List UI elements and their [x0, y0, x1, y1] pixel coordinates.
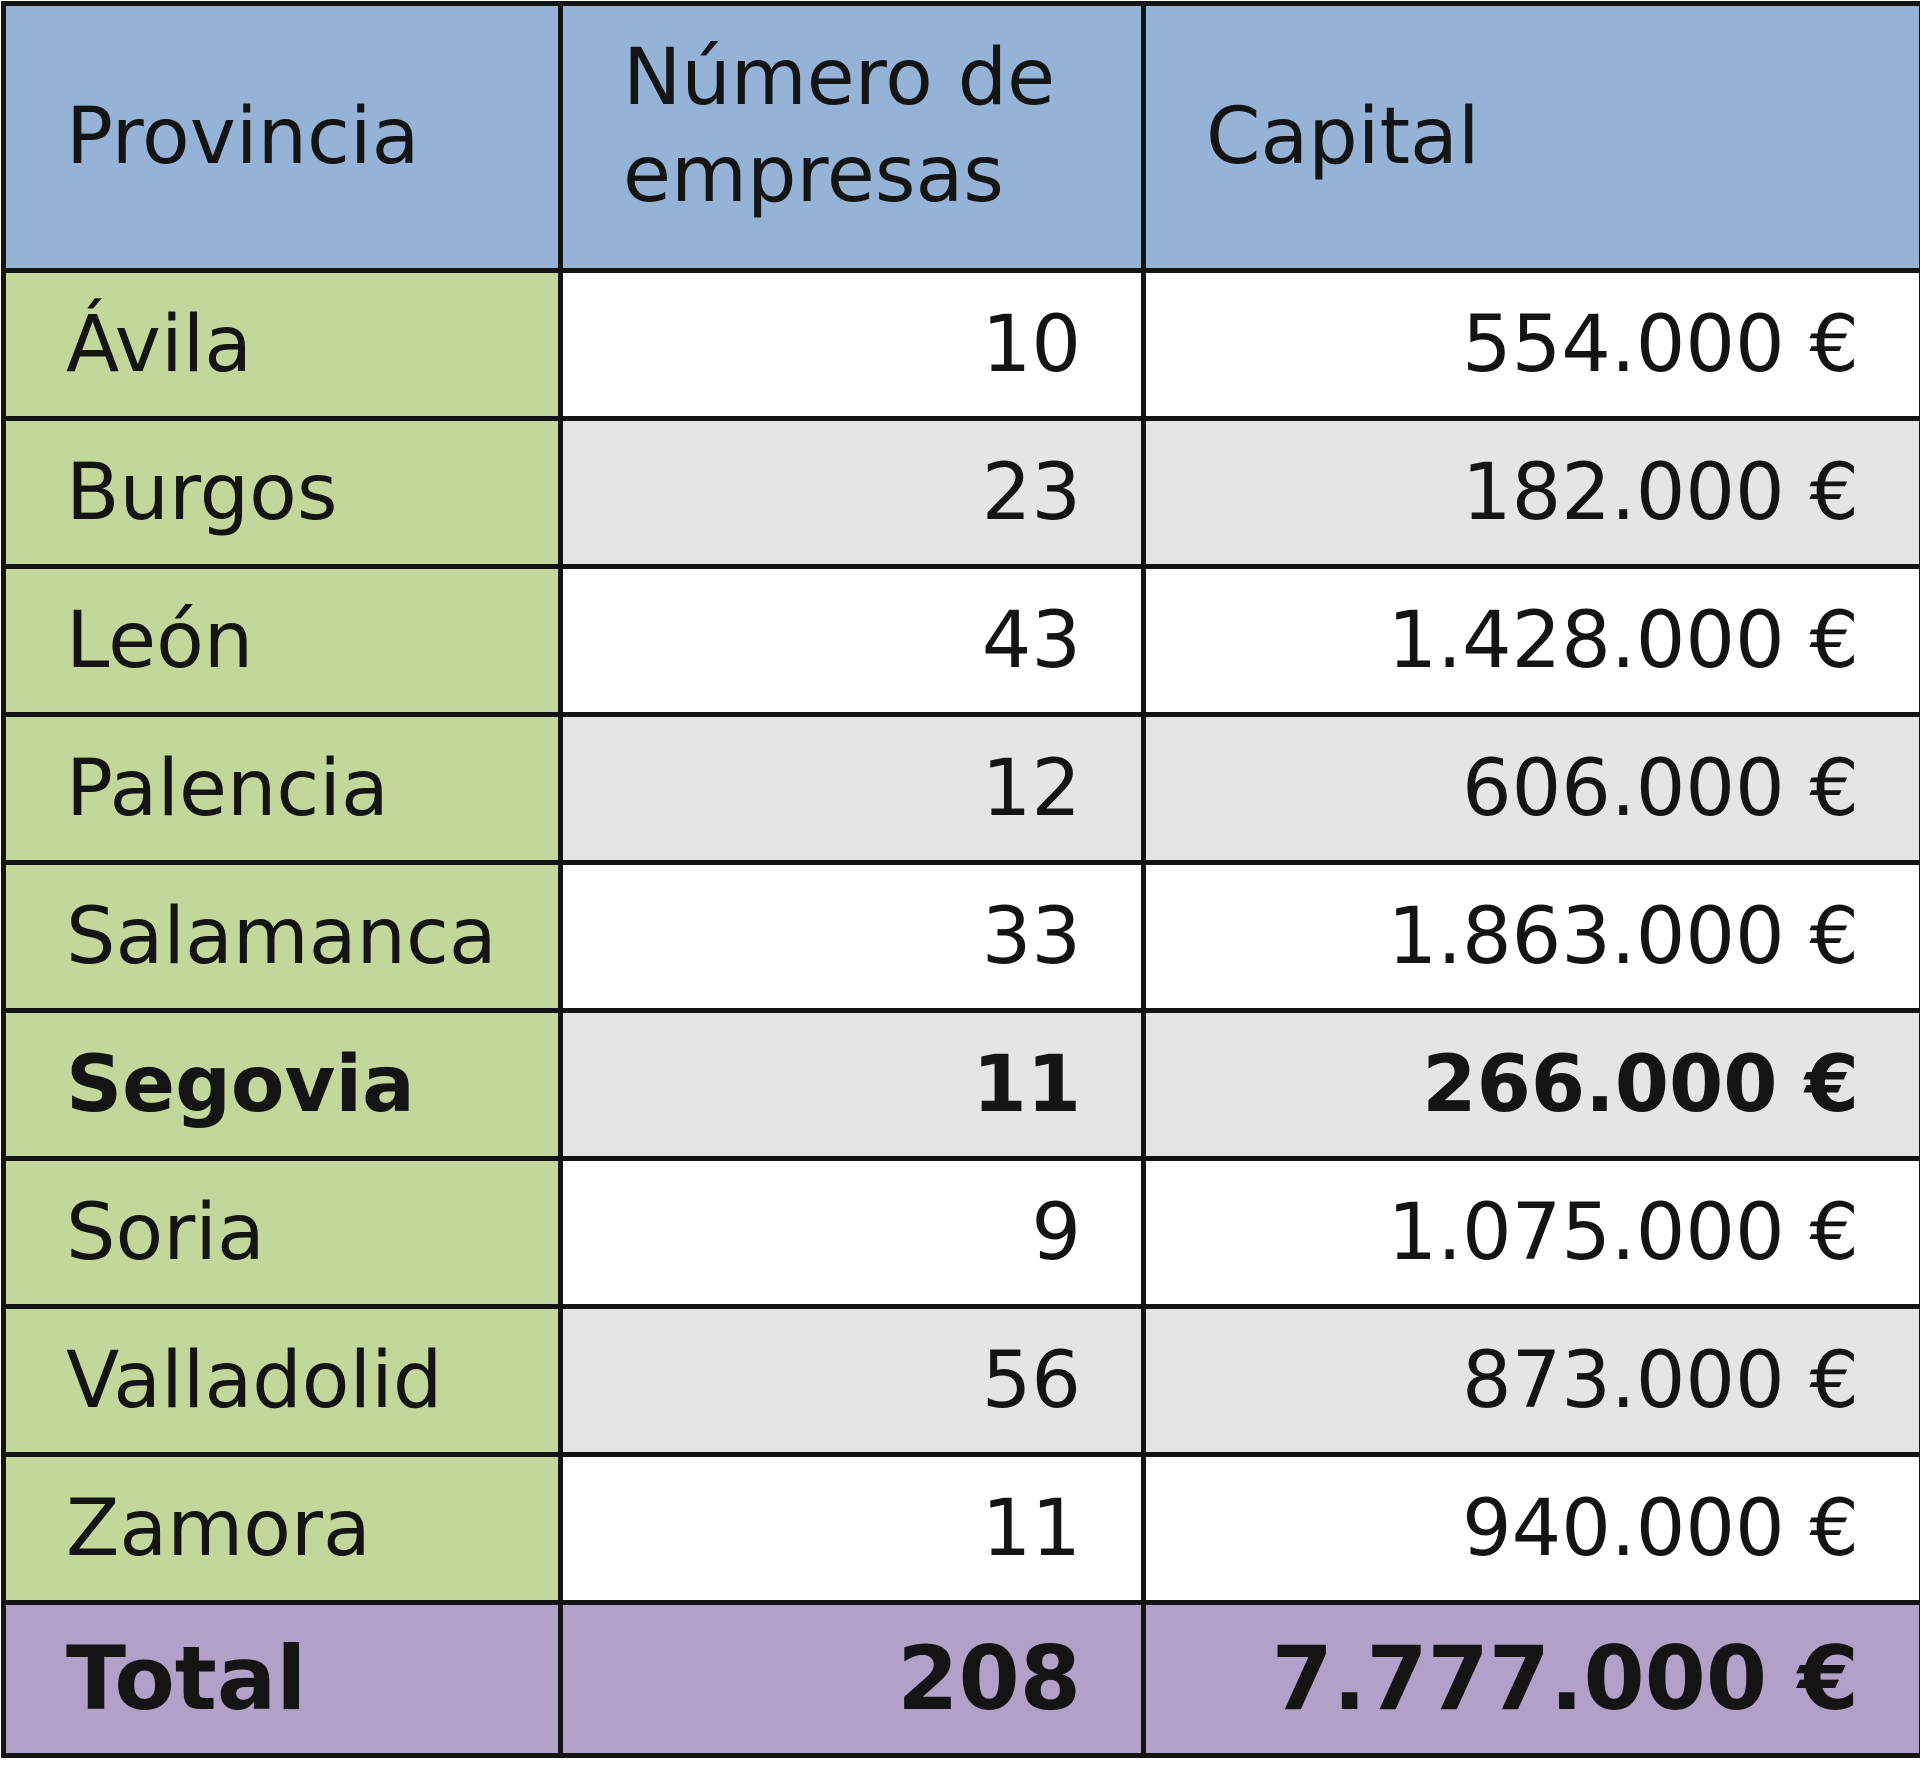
table-row: Soria 9 1.075.000 € — [1, 1156, 1920, 1309]
cell-provincia: Salamanca — [1, 860, 563, 1013]
cell-provincia: Burgos — [1, 416, 563, 569]
table-row: Zamora 11 940.000 € — [1, 1452, 1920, 1605]
cell-provincia: Segovia — [1, 1008, 563, 1161]
table-row: Ávila 10 554.000 € — [1, 268, 1920, 421]
cell-capital: 554.000 € — [1141, 268, 1920, 421]
total-capital: 7.777.000 € — [1141, 1600, 1920, 1758]
table-footer: Total 208 7.777.000 € — [1, 1600, 1920, 1758]
table-header: Provincia Número de empresas Capital — [1, 1, 1920, 273]
cell-capital: 606.000 € — [1141, 712, 1920, 865]
cell-provincia: Ávila — [1, 268, 563, 421]
cell-provincia: Zamora — [1, 1452, 563, 1605]
cell-provincia: Soria — [1, 1156, 563, 1309]
table-row: Burgos 23 182.000 € — [1, 416, 1920, 569]
cell-empresas: 43 — [558, 564, 1146, 717]
cell-empresas: 33 — [558, 860, 1146, 1013]
table-row: Salamanca 33 1.863.000 € — [1, 860, 1920, 1013]
table-row: Palencia 12 606.000 € — [1, 712, 1920, 865]
cell-capital: 1.075.000 € — [1141, 1156, 1920, 1309]
total-empresas: 208 — [558, 1600, 1146, 1758]
cell-provincia: León — [1, 564, 563, 717]
cell-empresas: 11 — [558, 1452, 1146, 1605]
cell-empresas: 56 — [558, 1304, 1146, 1457]
header-numero-empresas: Número de empresas — [558, 1, 1146, 273]
cell-capital: 182.000 € — [1141, 416, 1920, 569]
cell-provincia: Valladolid — [1, 1304, 563, 1457]
header-row: Provincia Número de empresas Capital — [1, 1, 1920, 273]
header-provincia: Provincia — [1, 1, 563, 273]
table-row: Segovia 11 266.000 € — [1, 1008, 1920, 1161]
cell-empresas: 12 — [558, 712, 1146, 865]
total-label: Total — [1, 1600, 563, 1758]
header-numero-line2: empresas — [623, 130, 1004, 220]
cell-provincia: Palencia — [1, 712, 563, 865]
cell-capital: 266.000 € — [1141, 1008, 1920, 1161]
cell-empresas: 9 — [558, 1156, 1146, 1309]
cell-capital: 940.000 € — [1141, 1452, 1920, 1605]
cell-empresas: 11 — [558, 1008, 1146, 1161]
cell-capital: 1.428.000 € — [1141, 564, 1920, 717]
header-capital: Capital — [1141, 1, 1920, 273]
table-body: Ávila 10 554.000 € Burgos 23 182.000 € León 43 1… — [1, 268, 1920, 1605]
table-row: Valladolid 56 873.000 € — [1, 1304, 1920, 1457]
cell-capital: 873.000 € — [1141, 1304, 1920, 1457]
cell-empresas: 10 — [558, 268, 1146, 421]
table-row: León 43 1.428.000 € — [1, 564, 1920, 717]
header-numero-line1: Número de — [623, 33, 1056, 123]
cell-capital: 1.863.000 € — [1141, 860, 1920, 1013]
cell-empresas: 23 — [558, 416, 1146, 569]
total-row: Total 208 7.777.000 € — [1, 1600, 1920, 1758]
